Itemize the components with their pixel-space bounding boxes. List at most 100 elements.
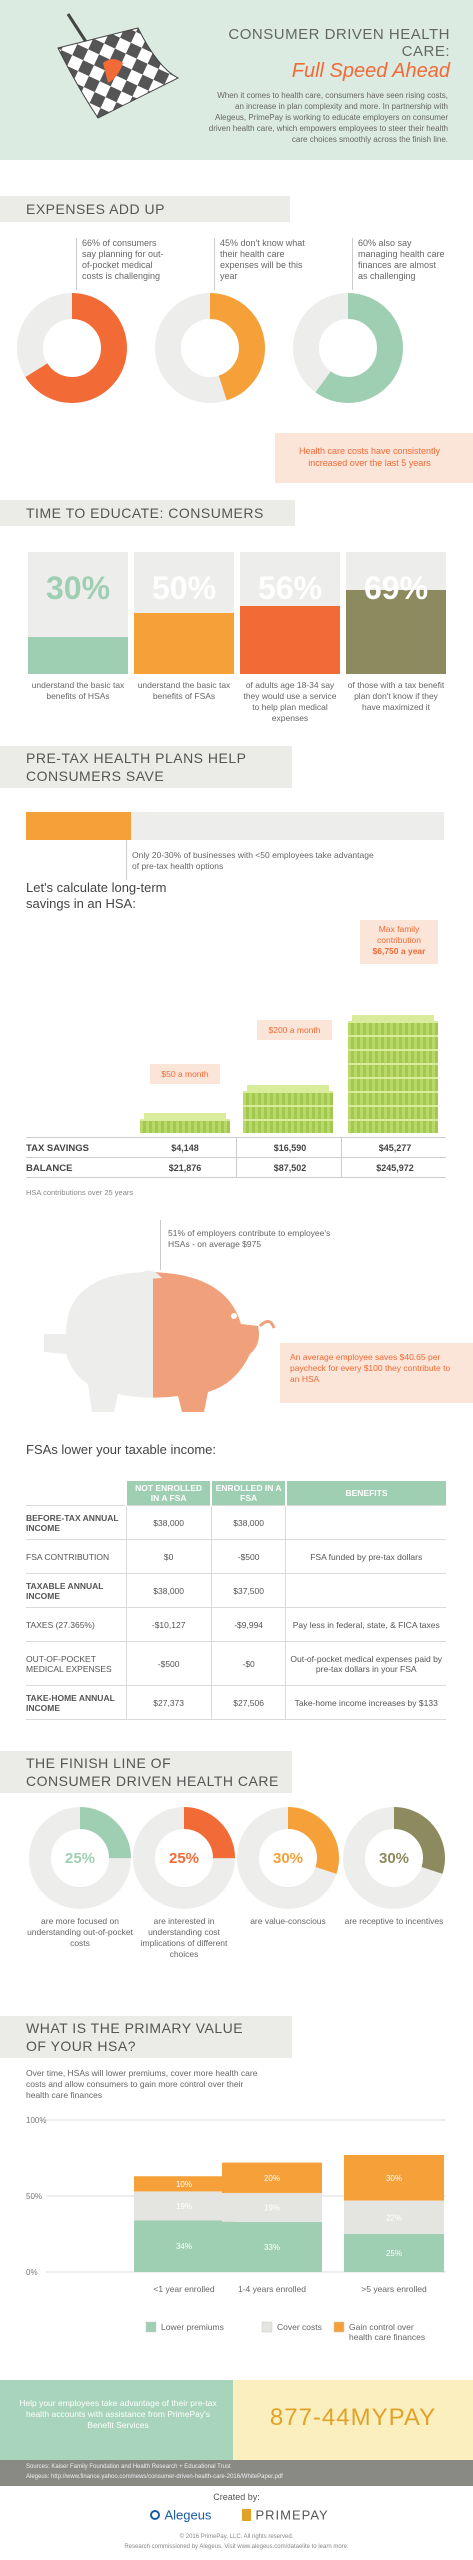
bar-segment <box>344 2234 444 2272</box>
bar-segment <box>134 2220 234 2272</box>
hsa-table-line-3 <box>26 1177 446 1178</box>
primary-heading-line-1: WHAT IS THE PRIMARY VALUE <box>26 2020 244 2036</box>
finish-value-3: 30% <box>273 1850 303 1867</box>
hsa-tag-3-line-1: Max family <box>378 924 420 934</box>
fsa-cell-not: $27,373 <box>125 1685 212 1720</box>
fsa-col-benefits: BENEFITS <box>284 1481 446 1506</box>
bar-data-label: 30% <box>386 2174 402 2183</box>
educate-text-2: understand the basic tax benefits of FSA… <box>137 680 231 701</box>
fsa-cell-not: -$500 <box>125 1641 212 1686</box>
fsa-cell-not: $38,000 <box>125 1573 212 1608</box>
fsa-heading: FSAs lower your taxable income: <box>26 1442 217 1457</box>
piggy-pointer <box>160 1220 161 1270</box>
finish-donut-arc-3 <box>237 1807 339 1909</box>
educate-heading-banner: TIME TO EDUCATE: CONSUMERS <box>0 500 295 526</box>
fsa-row: FSA CONTRIBUTION $0 -$500 FSA funded by … <box>26 1539 446 1574</box>
legend-swatch <box>333 2321 345 2333</box>
copyright-text-2: Research commissioned by Alegeus. Visit … <box>124 2544 349 2550</box>
hsa-tag-1 <box>150 1064 220 1084</box>
bar-data-label: 19% <box>264 2203 280 2212</box>
pretax-bar-fill <box>26 812 131 840</box>
bar-data-label: 33% <box>264 2243 280 2252</box>
fsa-row-label: TAKE-HOME ANNUAL INCOME <box>26 1685 126 1720</box>
fsa-row: TAXES (27.365%) -$10,127 -$9,994 Pay les… <box>26 1607 446 1642</box>
hsa-tag-3-line-3: $6,750 a year <box>372 946 426 956</box>
finish-heading-banner: THE FINISH LINE OF CONSUMER DRIVEN HEALT… <box>0 1751 292 1793</box>
educate-box-3: 56% <box>240 552 340 674</box>
money-stack-2 <box>243 1085 333 1133</box>
educate-box-4: 69% <box>346 552 446 674</box>
bar-segment <box>222 2221 322 2272</box>
expense-pointer-2 <box>214 238 215 290</box>
expenses-callout-text: Health care costs have consistently incr… <box>298 446 441 468</box>
finish-value-4: 30% <box>379 1850 409 1867</box>
money-bill-top <box>352 1015 434 1021</box>
x-tick-label: >5 years enrolled <box>361 2284 427 2294</box>
bar-segment <box>222 2162 322 2193</box>
expense-donut-2 <box>155 293 265 403</box>
fsa-row-label: TAXES (27.365%) <box>26 1607 126 1642</box>
bar-data-label: 10% <box>176 2180 192 2189</box>
fsa-cell-benefit <box>285 1505 446 1540</box>
hsa-balance-3: $245,972 <box>376 1163 414 1173</box>
money-bill <box>140 1119 230 1133</box>
fsa-col-enrolled: ENROLLED IN A FSA <box>210 1481 286 1506</box>
finish-donut-2: 25% <box>133 1807 235 1909</box>
educate-text-3: of adults age 18-34 say they would use a… <box>243 680 337 723</box>
educate-value-3: 56% <box>257 570 323 606</box>
stacked-bar-chart: 100% 50% 0% 34% 19% 10% <1 year enrolled 33% 19%… <box>26 2116 446 2342</box>
y-tick-label: 0% <box>26 2268 38 2277</box>
legend-label: Gain control over health care finances <box>349 2322 425 2342</box>
checkered-flag-icon <box>57 13 180 119</box>
bar-data-label: 34% <box>176 2242 192 2251</box>
bar-segment <box>222 2192 322 2222</box>
educate-value-2: 50% <box>151 570 217 606</box>
bar-data-label: 25% <box>386 2249 402 2258</box>
fsa-cell-enrolled: -$500 <box>210 1539 286 1574</box>
hsa-balance-2: $87,502 <box>273 1163 307 1173</box>
fsa-table: NOT ENROLLED IN A FSA ENROLLED IN A FSA … <box>26 1481 446 1720</box>
hsa-tax-1: $4,148 <box>171 1143 199 1153</box>
sources-line-2[interactable]: Alegeus: http://www.finance.yahoo.com/ne… <box>26 2474 283 2480</box>
money-bill <box>243 1119 333 1133</box>
money-bill-top <box>144 1113 226 1119</box>
fsa-cell-not: -$10,127 <box>125 1607 212 1642</box>
hsa-balance-1: $21,876 <box>168 1163 202 1173</box>
bar-segment <box>344 2154 444 2201</box>
fsa-cell-benefit: Take-home income increases by $133 <box>285 1685 446 1720</box>
finish-donut-arc-4 <box>343 1807 445 1909</box>
phone-number[interactable]: 877-44MYPAY <box>269 2404 437 2431</box>
fsa-header-row: NOT ENROLLED IN A FSA ENROLLED IN A FSA … <box>26 1481 446 1506</box>
money-bill <box>348 1119 438 1133</box>
money-stack-3 <box>348 1015 438 1133</box>
alegeus-mark-icon <box>150 2509 160 2520</box>
expense-donut-arc-1 <box>17 293 127 403</box>
finish-text-2: are interested in understanding cost imp… <box>140 1916 228 1959</box>
copyright-text: © 2016 PrimePay, LLC. All rights reserve… <box>179 2534 294 2540</box>
title-line-2: Full Speed Ahead <box>291 60 450 82</box>
cta-text: Help your employees take advantage of th… <box>19 2398 217 2430</box>
educate-box-2: 50% <box>134 552 234 674</box>
fsa-cell-enrolled: $27,506 <box>210 1685 286 1720</box>
expense-pointer-1 <box>76 238 77 290</box>
sources-panel <box>0 2460 473 2486</box>
fsa-row-label: FSA CONTRIBUTION <box>26 1539 126 1574</box>
fsa-cell-not: $0 <box>125 1539 212 1574</box>
primepay-logo-text: PRIMEPAY <box>255 2507 329 2523</box>
hsa-tag-3-line-2: contribution <box>377 935 421 945</box>
bar-segment <box>134 2176 234 2192</box>
fsa-row-label: TAXABLE ANNUAL INCOME <box>26 1573 126 1608</box>
fsa-row: TAKE-HOME ANNUAL INCOME $27,373 $27,506 … <box>26 1685 446 1720</box>
expense-text-1: 66% of consumers say planning for out-of… <box>82 238 164 281</box>
expense-donut-1 <box>17 293 127 403</box>
alegeus-logo: Alegeus <box>150 2506 211 2524</box>
hsa-note: HSA contributions over 25 years <box>26 1188 134 1197</box>
expenses-callout <box>275 433 473 483</box>
piggy-text-2: An average employee saves $40.65 per pay… <box>290 1352 451 1384</box>
money-bill <box>348 1063 438 1077</box>
expenses-heading-banner: EXPENSES ADD UP <box>0 196 290 222</box>
educate-fill-3 <box>240 605 340 674</box>
hsa-tag-2-label: $200 a month <box>268 1025 321 1035</box>
pretax-heading-line-2: CONSUMERS SAVE <box>26 768 165 784</box>
fsa-col-not-enrolled: NOT ENROLLED IN A FSA <box>124 1481 212 1506</box>
